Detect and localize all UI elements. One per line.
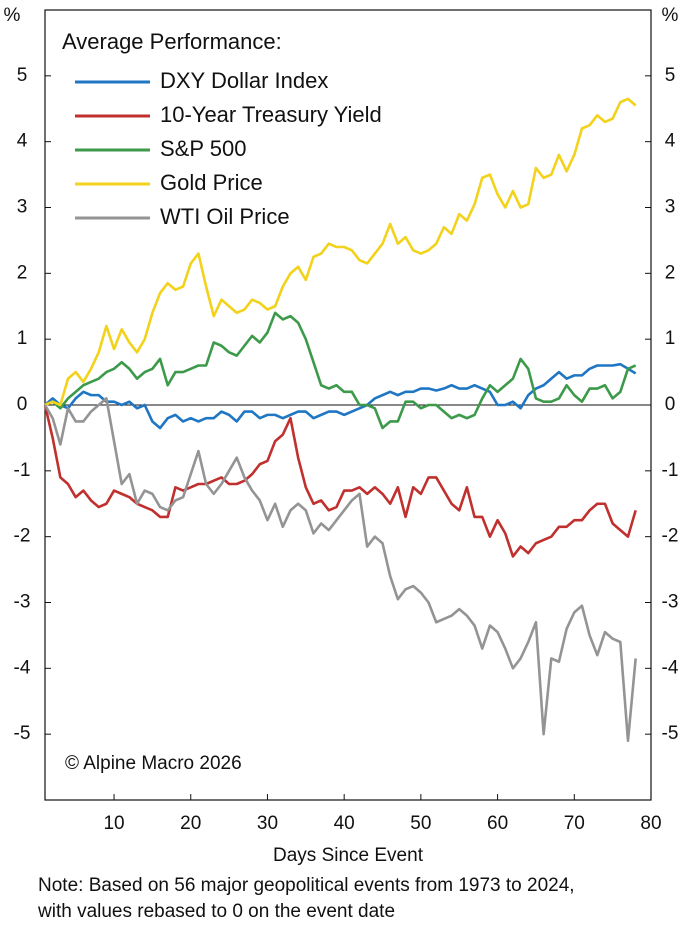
source: © Alpine Macro 2026 bbox=[65, 753, 242, 774]
x-tick-label: 20 bbox=[180, 813, 201, 834]
x-tick-label: 60 bbox=[487, 813, 508, 834]
note-line: Note: Based on 56 major geopolitical eve… bbox=[38, 875, 575, 896]
y2-tick-label: -3 bbox=[662, 592, 679, 613]
x-tick-label: 70 bbox=[564, 813, 585, 834]
y2-tick-label: -4 bbox=[662, 657, 679, 678]
y2-tick-label: -2 bbox=[662, 526, 679, 547]
x-tick-label: 10 bbox=[103, 813, 124, 834]
series-line bbox=[43, 404, 637, 558]
y2-tick-label: -1 bbox=[662, 460, 679, 481]
y2-tick-label: 2 bbox=[665, 262, 676, 283]
legend-label: DXY Dollar Index bbox=[160, 68, 328, 93]
y2-tick-label: 4 bbox=[665, 131, 676, 152]
y2-unit: % bbox=[662, 5, 679, 26]
y-tick-label: -1 bbox=[14, 460, 31, 481]
y2-tick-label: 0 bbox=[665, 394, 676, 415]
x-tick-label: 80 bbox=[640, 813, 661, 834]
y2-tick-label: 1 bbox=[665, 328, 676, 349]
series-line bbox=[44, 311, 637, 430]
legend-title: Average Performance: bbox=[62, 29, 282, 54]
legend-label: 10-Year Treasury Yield bbox=[160, 102, 382, 127]
x-tick-label: 40 bbox=[334, 813, 355, 834]
y-unit: % bbox=[4, 5, 21, 26]
x-tick-label: 30 bbox=[257, 813, 278, 834]
series-line bbox=[44, 362, 637, 430]
x-axis-label: Days Since Event bbox=[273, 845, 424, 866]
x-tick-label: 50 bbox=[410, 813, 431, 834]
y-tick-label: -5 bbox=[14, 723, 31, 744]
y-tick-label: 4 bbox=[17, 131, 28, 152]
y-tick-label: 5 bbox=[17, 65, 28, 86]
y2-tick-label: 5 bbox=[665, 65, 676, 86]
legend-label: WTI Oil Price bbox=[160, 204, 290, 229]
y2-tick-label: 3 bbox=[665, 197, 676, 218]
series-line bbox=[44, 97, 637, 407]
y-tick-label: 0 bbox=[17, 394, 28, 415]
y-tick-label: 1 bbox=[17, 328, 28, 349]
legend-label: Gold Price bbox=[160, 170, 263, 195]
legend-label: S&P 500 bbox=[160, 136, 246, 161]
note-line: with values rebased to 0 on the event da… bbox=[37, 901, 395, 922]
series-line bbox=[43, 397, 637, 743]
y-tick-label: 2 bbox=[17, 262, 28, 283]
y-tick-label: 3 bbox=[17, 197, 28, 218]
y-tick-label: -3 bbox=[14, 592, 31, 613]
y-tick-label: -2 bbox=[14, 526, 31, 547]
y2-tick-label: -5 bbox=[662, 723, 679, 744]
y-tick-label: -4 bbox=[14, 657, 31, 678]
